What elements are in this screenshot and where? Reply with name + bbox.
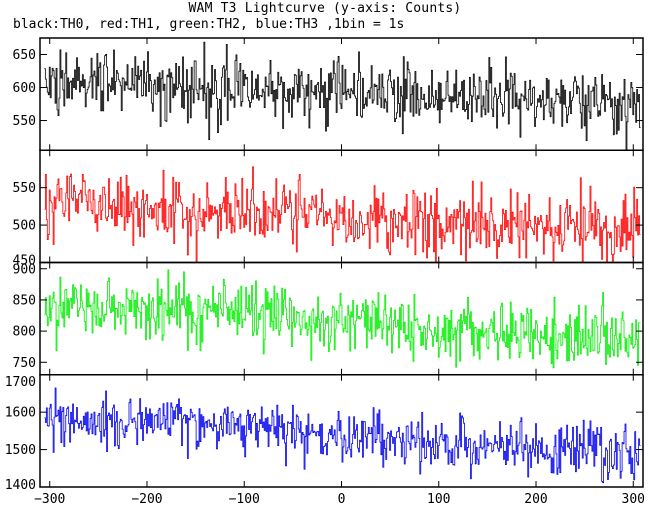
y-tick-label: 450: [13, 254, 36, 269]
y-tick-label: 750: [13, 356, 36, 371]
panel-frame-th3: [39, 374, 644, 488]
y-tick-label: 1500: [5, 443, 36, 458]
chart-subtitle: black:TH0, red:TH1, green:TH2, blue:TH3 …: [13, 17, 405, 32]
y-tick-label: 600: [13, 81, 36, 96]
panel-frame-th1: [39, 149, 644, 264]
x-tick-label: 300: [622, 492, 645, 505]
series-line-th1: [44, 166, 641, 263]
x-tick-label: 0: [338, 492, 346, 505]
y-tick-label: 550: [13, 181, 36, 196]
x-tick-label: −200: [131, 492, 162, 505]
y-tick-label: 500: [13, 219, 36, 234]
chart-title: WAM T3 Lightcurve (y-axis: Counts): [188, 1, 462, 16]
x-tick-label: −300: [34, 492, 65, 505]
y-tick-label: 800: [13, 325, 36, 340]
y-tick-label: 1400: [5, 478, 36, 493]
series-line-th0: [44, 41, 641, 151]
y-tick-label: 1600: [5, 406, 36, 421]
panel-frame-th0: [39, 37, 644, 151]
series-line-th2: [44, 269, 641, 369]
x-tick-label: −100: [229, 492, 260, 505]
y-tick-label: 650: [13, 48, 36, 63]
y-tick-label: 850: [13, 293, 36, 308]
x-tick-label: 200: [524, 492, 547, 505]
y-tick-label: 550: [13, 114, 36, 129]
y-tick-label: 900: [13, 263, 36, 278]
series-line-th3: [44, 387, 641, 484]
x-tick-label: 100: [427, 492, 450, 505]
y-tick-label: 1700: [5, 375, 36, 390]
